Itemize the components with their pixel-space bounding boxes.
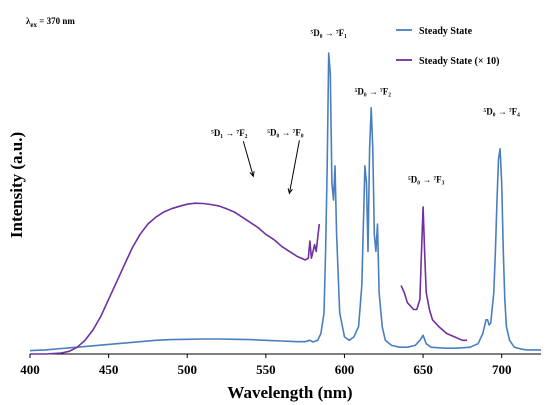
x-tick-label-400: 400: [20, 362, 40, 377]
excitation-label: λex = 370 nm: [26, 16, 75, 29]
x-tick-label-700: 700: [492, 362, 512, 377]
annotation-arrowhead-3: [287, 188, 293, 195]
legend: Steady State Steady State (× 10): [396, 26, 499, 67]
annotation-4: ⁵D₀ → ⁷F₃: [408, 175, 445, 185]
series-line-1-segment-0: [30, 202, 321, 355]
annotations: ⁵D₀ → ⁷F₁ ⁵D₀ → ⁷F₂ ⁵D₁ → ⁷F₂ ⁵D₀ → ⁷F₀ ⁵D₀ …: [211, 28, 521, 195]
legend-label-steady-state-x10: Steady State (× 10): [419, 56, 499, 67]
annotation-arrow-2: [242, 141, 254, 177]
legend-label-steady-state: Steady State: [419, 26, 473, 37]
y-axis-title: Intensity (a.u.): [7, 132, 26, 238]
x-tick-label-600: 600: [335, 362, 355, 377]
annotation-3: ⁵D₀ → ⁷F₀: [267, 127, 304, 137]
annotation-arrow-3: [288, 140, 300, 194]
annotation-1: ⁵D₀ → ⁷F₂: [355, 86, 392, 96]
annotation-2: ⁵D₁ → ⁷F₂: [211, 128, 248, 138]
x-tick-label-450: 450: [99, 362, 119, 377]
x-tick-label-650: 650: [413, 362, 433, 377]
series-layer: [29, 52, 541, 355]
x-tick-label-500: 500: [177, 362, 197, 377]
x-ticks: 400 450 500 550 600 650 700: [20, 354, 511, 377]
x-tick-label-550: 550: [256, 362, 276, 377]
series-line-1-segment-1: [400, 206, 468, 342]
plot-area: 400 450 500 550 600 650 700 ⁵D₀ → ⁷F₁ ⁵D₀ → ⁷F₂…: [20, 28, 541, 377]
annotation-5: ⁵D₀ → ⁷F₄: [484, 106, 521, 116]
annotation-0: ⁵D₀ → ⁷F₁: [311, 28, 348, 38]
annotation-arrowhead-2: [249, 171, 255, 178]
series-line-0-segment-0: [29, 52, 541, 352]
x-axis-title: Wavelength (nm): [227, 383, 352, 402]
